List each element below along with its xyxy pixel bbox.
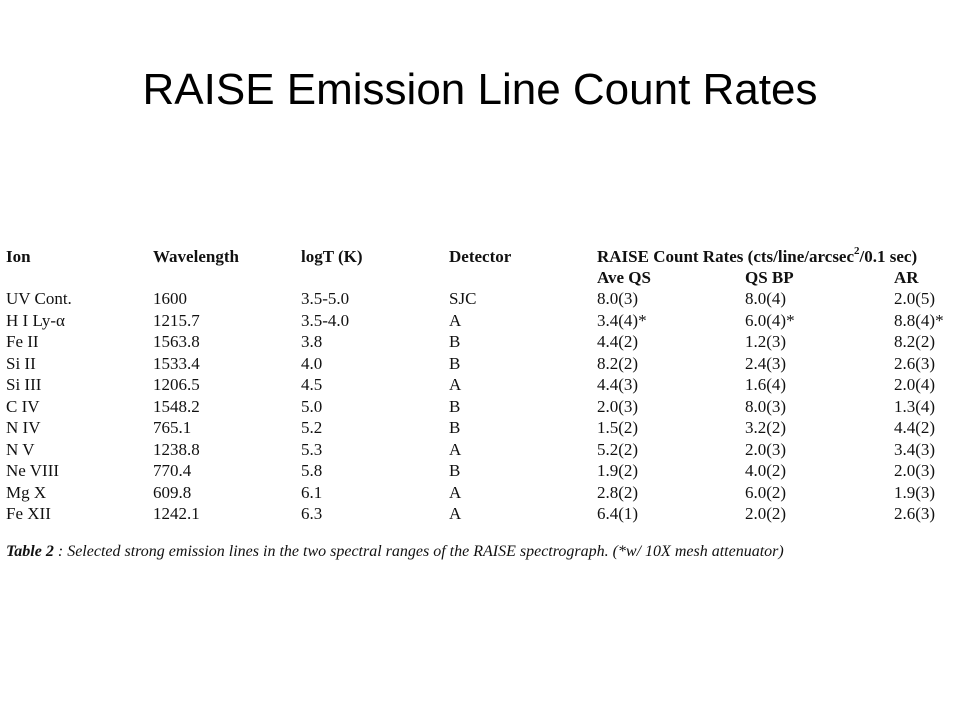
- cell-ar: 3.4(3): [894, 440, 936, 459]
- header-logt: logT (K): [301, 247, 363, 266]
- table-caption: Table 2 : Selected strong emission lines…: [6, 542, 784, 562]
- header-count-rates: RAISE Count Rates (cts/line/arcsec2/0.1 …: [597, 245, 918, 270]
- cell-ion: Fe II: [6, 332, 39, 351]
- table-caption-label: Table 2: [6, 543, 54, 560]
- cell-wavelength: 1548.2: [153, 397, 200, 416]
- cell-logt: 6.3: [301, 504, 323, 523]
- cell-logt: 3.8: [301, 332, 323, 351]
- cell-ion: Ne VIII: [6, 461, 60, 480]
- header-wavelength: Wavelength: [153, 247, 239, 266]
- cell-ion: Si II: [6, 354, 36, 373]
- cell-ave-qs: 2.8(2): [597, 483, 639, 502]
- cell-ave-qs: 1.5(2): [597, 418, 639, 437]
- cell-qs-bp: 1.6(4): [745, 375, 787, 394]
- cell-logt: 6.1: [301, 483, 323, 502]
- cell-detector: A: [449, 375, 462, 394]
- cell-logt: 4.0: [301, 354, 323, 373]
- cell-ion: Fe XII: [6, 504, 51, 523]
- cell-ion: Si III: [6, 375, 42, 394]
- cell-qs-bp: 4.0(2): [745, 461, 787, 480]
- header-ion: Ion: [6, 247, 31, 266]
- cell-logt: 5.2: [301, 418, 323, 437]
- cell-ar: 1.9(3): [894, 483, 936, 502]
- header-detector: Detector: [449, 247, 512, 266]
- cell-ion: N IV: [6, 418, 41, 437]
- cell-detector: A: [449, 483, 462, 502]
- cell-detector: A: [449, 311, 462, 330]
- cell-ar: 2.6(3): [894, 354, 936, 373]
- cell-detector: SJC: [449, 289, 477, 308]
- cell-ave-qs: 6.4(1): [597, 504, 639, 523]
- cell-logt: 3.5-5.0: [301, 289, 350, 308]
- cell-wavelength: 1600: [153, 289, 187, 308]
- cell-detector: B: [449, 418, 461, 437]
- header-count-rates-suffix: /0.1 sec): [859, 247, 918, 266]
- cell-ion: Mg X: [6, 483, 47, 502]
- cell-ave-qs: 1.9(2): [597, 461, 639, 480]
- cell-detector: B: [449, 397, 461, 416]
- cell-ion: N V: [6, 440, 35, 459]
- subheader-ave-qs: Ave QS: [597, 268, 651, 287]
- cell-ar: 2.0(4): [894, 375, 936, 394]
- cell-detector: A: [449, 440, 462, 459]
- cell-qs-bp: 2.0(3): [745, 440, 787, 459]
- cell-logt: 5.8: [301, 461, 323, 480]
- cell-detector: B: [449, 332, 461, 351]
- table-caption-text: : Selected strong emission lines in the …: [53, 543, 784, 560]
- cell-qs-bp: 2.4(3): [745, 354, 787, 373]
- cell-logt: 3.5-4.0: [301, 311, 350, 330]
- cell-wavelength: 609.8: [153, 483, 192, 502]
- cell-detector: A: [449, 504, 462, 523]
- cell-wavelength: 1206.5: [153, 375, 200, 394]
- cell-ave-qs: 2.0(3): [597, 397, 639, 416]
- cell-qs-bp: 6.0(4)*: [745, 311, 795, 330]
- cell-ar: 4.4(2): [894, 418, 936, 437]
- cell-qs-bp: 2.0(2): [745, 504, 787, 523]
- cell-ar: 8.2(2): [894, 332, 936, 351]
- cell-qs-bp: 3.2(2): [745, 418, 787, 437]
- cell-wavelength: 1533.4: [153, 354, 200, 373]
- cell-ave-qs: 8.0(3): [597, 289, 639, 308]
- cell-ar: 1.3(4): [894, 397, 936, 416]
- slide-title: RAISE Emission Line Count Rates: [142, 65, 818, 114]
- header-count-rates-exponent: 2: [854, 245, 860, 257]
- cell-qs-bp: 1.2(3): [745, 332, 787, 351]
- cell-detector: B: [449, 461, 461, 480]
- cell-qs-bp: 6.0(2): [745, 483, 787, 502]
- cell-ion: H I Ly-α: [6, 311, 65, 330]
- cell-ave-qs: 8.2(2): [597, 354, 639, 373]
- cell-wavelength: 1242.1: [153, 504, 200, 523]
- cell-ion: C IV: [6, 397, 40, 416]
- cell-ar: 2.0(3): [894, 461, 936, 480]
- subheader-ar: AR: [894, 268, 919, 287]
- cell-wavelength: 1563.8: [153, 332, 200, 351]
- cell-wavelength: 770.4: [153, 461, 192, 480]
- header-count-rates-prefix: RAISE Count Rates (cts/line/arcsec: [597, 247, 855, 266]
- cell-qs-bp: 8.0(3): [745, 397, 787, 416]
- emission-line-table: Ion Wavelength logT (K) Detector RAISE C…: [0, 240, 960, 570]
- cell-ave-qs: 4.4(3): [597, 375, 639, 394]
- cell-ar: 8.8(4)*: [894, 311, 944, 330]
- cell-wavelength: 1215.7: [153, 311, 200, 330]
- cell-ar: 2.6(3): [894, 504, 936, 523]
- cell-ave-qs: 3.4(4)*: [597, 311, 647, 330]
- cell-logt: 5.0: [301, 397, 323, 416]
- cell-detector: B: [449, 354, 461, 373]
- subheader-qs-bp: QS BP: [745, 268, 794, 287]
- cell-wavelength: 1238.8: [153, 440, 200, 459]
- cell-wavelength: 765.1: [153, 418, 192, 437]
- cell-qs-bp: 8.0(4): [745, 289, 787, 308]
- cell-logt: 4.5: [301, 375, 323, 394]
- cell-ar: 2.0(5): [894, 289, 936, 308]
- cell-ion: UV Cont.: [6, 289, 72, 308]
- cell-logt: 5.3: [301, 440, 323, 459]
- cell-ave-qs: 5.2(2): [597, 440, 639, 459]
- cell-ave-qs: 4.4(2): [597, 332, 639, 351]
